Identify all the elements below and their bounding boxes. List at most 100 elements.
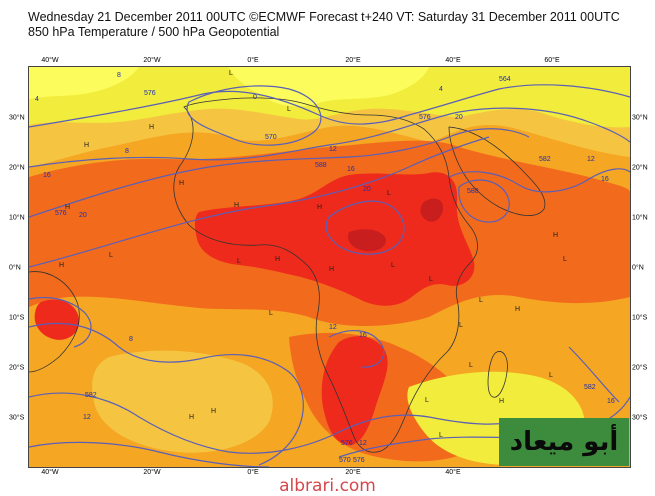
lon-label-bottom: 20°W (143, 469, 161, 476)
contour-label: 12 (83, 414, 91, 421)
pressure-mark: L (439, 432, 443, 439)
pressure-mark: H (275, 256, 280, 263)
lon-label-top: 40°E (445, 57, 461, 64)
title-line-1: Wednesday 21 December 2011 00UTC ©ECMWF … (28, 10, 620, 24)
contour-label: 0 (253, 94, 257, 101)
pressure-mark: H (149, 124, 154, 131)
pressure-mark: L (549, 372, 553, 379)
lat-label-left: 30°N (9, 114, 25, 122)
lat-label-right: 0°N (632, 264, 644, 272)
contour-label: 582 (584, 384, 596, 391)
contour-label: 16 (43, 172, 51, 179)
lon-label-top: 20°W (143, 57, 161, 64)
contour-label: 576 (55, 210, 67, 217)
pressure-mark: L (429, 276, 433, 283)
contour-label: 564 (499, 76, 511, 83)
pressure-mark: L (269, 310, 273, 317)
pressure-mark: H (65, 204, 70, 211)
pressure-mark: H (553, 232, 558, 239)
map-canvas: 8 4 0 4 576 564 570 576 8 12 16 20 20 58… (29, 67, 630, 467)
pressure-mark: H (329, 266, 334, 273)
africa-coastline (173, 97, 478, 453)
lon-label-top: 40°W (41, 57, 59, 64)
contour-label: 588 (315, 162, 327, 169)
south-america-coastline (29, 271, 80, 373)
lat-label-right: 20°N (632, 164, 648, 172)
pressure-mark: H (179, 180, 184, 187)
contour-label: 12 (359, 440, 367, 447)
pressure-mark: L (229, 70, 233, 77)
contour-label: 4 (439, 86, 443, 93)
pressure-mark: L (287, 106, 291, 113)
contour-label: 576 (144, 90, 156, 97)
contour-label: 12 (329, 324, 337, 331)
map-title: Wednesday 21 December 2011 00UTC ©ECMWF … (28, 10, 620, 40)
lat-label-right: 10°N (632, 214, 648, 222)
contour-label: 20 (363, 186, 371, 193)
contour-label: 582 (539, 156, 551, 163)
contour-label: 20 (455, 114, 463, 121)
pressure-mark: L (237, 258, 241, 265)
lon-label-top: 20°E (345, 57, 361, 64)
arabic-watermark: أبو ميعاد (499, 418, 629, 466)
temperature-map: 8 4 0 4 576 564 570 576 8 12 16 20 20 58… (28, 66, 631, 468)
contour-label: 8 (125, 148, 129, 155)
contour-label: 16 (359, 332, 367, 339)
contour-label: 16 (607, 398, 615, 405)
lon-label-top: 60°E (544, 57, 560, 64)
contour-label: 576 (341, 440, 353, 447)
extreme-core-east (420, 198, 444, 222)
lon-label-top: 0°E (247, 57, 259, 64)
contour-label: 576 (353, 457, 365, 464)
lat-label-left: 10°N (9, 214, 25, 222)
pressure-mark: H (189, 414, 194, 421)
contour-label: 8 (117, 72, 121, 79)
contour-label: 20 (79, 212, 87, 219)
contour-label: 570 (265, 134, 277, 141)
lat-label-left: 0°N (9, 264, 21, 272)
pressure-mark: H (211, 408, 216, 415)
contour-label: 588 (467, 188, 479, 195)
pressure-mark: L (425, 397, 429, 404)
arabia-coastline (448, 126, 546, 216)
cold-core (229, 67, 429, 107)
pressure-mark: H (84, 142, 89, 149)
lon-label-bottom: 40°E (445, 469, 461, 476)
pressure-mark: H (499, 398, 504, 405)
contour-label: 12 (329, 146, 337, 153)
contour-label: 576 (419, 114, 431, 121)
contour-label: 12 (587, 156, 595, 163)
madagascar-coastline (487, 351, 508, 398)
southern-mild-patch (92, 350, 273, 453)
pressure-mark: L (563, 256, 567, 263)
west-very-hot (34, 299, 80, 340)
pressure-mark: L (391, 262, 395, 269)
southern-very-hot (321, 336, 388, 446)
pressure-mark: H (234, 202, 239, 209)
lon-label-bottom: 40°W (41, 469, 59, 476)
pressure-mark: H (515, 306, 520, 313)
pressure-mark: L (479, 297, 483, 304)
contour-label: 16 (347, 166, 355, 173)
extreme-core (347, 229, 386, 252)
geopotential-contours (29, 84, 630, 467)
lat-label-right: 30°N (632, 114, 648, 122)
lat-label-right: 20°S (632, 364, 648, 372)
contour-label: 570 (339, 457, 351, 464)
contour-label: 8 (129, 336, 133, 343)
pressure-mark: H (59, 262, 64, 269)
pressure-mark: L (109, 252, 113, 259)
contour-label: 16 (601, 176, 609, 183)
title-line-2: 850 hPa Temperature / 500 hPa Geopotenti… (28, 25, 280, 39)
contour-label: 582 (85, 392, 97, 399)
pressure-mark: L (469, 362, 473, 369)
pressure-mark: L (387, 190, 391, 197)
contour-label: 4 (35, 96, 39, 103)
cold-core-west (29, 67, 139, 99)
lat-label-right: 10°S (632, 314, 648, 322)
lat-label-left: 20°N (9, 164, 25, 172)
pressure-mark: H (317, 204, 322, 211)
lon-label-bottom: 0°E (247, 469, 259, 476)
site-footer: albrari.com (279, 476, 376, 496)
pressure-mark: L (459, 322, 463, 329)
